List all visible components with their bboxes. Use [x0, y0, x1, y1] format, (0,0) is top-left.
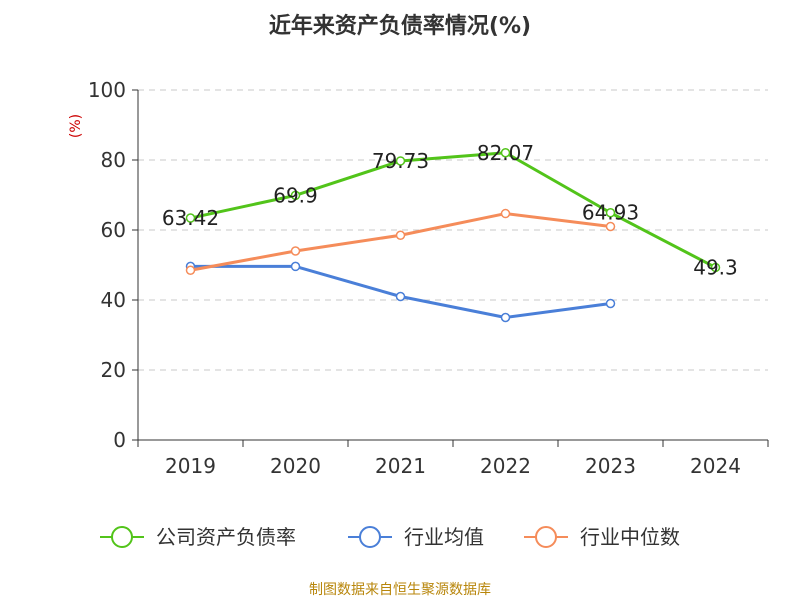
data-point	[395, 156, 406, 166]
legend-label: 公司资产负债率	[156, 525, 296, 549]
x-tick-label: 2022	[480, 454, 531, 478]
data-point	[500, 208, 511, 219]
data-point	[605, 221, 616, 232]
chart-title: 近年来资产负债率情况(%)	[269, 13, 531, 39]
y-tick-label: 20	[101, 358, 126, 382]
y-tick-labels: 0 20 40 60 80 100	[88, 78, 126, 452]
legend-item: 行业中位数	[524, 525, 680, 549]
legend-label: 行业均值	[404, 525, 484, 549]
x-tick-label: 2024	[690, 454, 741, 478]
data-label: 69.9	[273, 183, 318, 207]
data-point	[185, 265, 196, 275]
legend-item: 行业均值	[348, 525, 484, 549]
x-tick-label: 2021	[375, 454, 426, 478]
y-tick-label: 60	[101, 218, 126, 242]
axes	[132, 89, 769, 447]
legend-label: 行业中位数	[580, 525, 680, 549]
legend-marker	[359, 526, 381, 548]
legend-item: 公司资产负债率	[100, 525, 296, 549]
data-label: 82.07	[477, 141, 534, 165]
data-point	[500, 148, 511, 158]
data-labels: 63.42 69.9 79.73 82.07 64.93 49.3	[162, 141, 738, 280]
data-point	[605, 298, 616, 309]
series-0	[185, 148, 721, 273]
y-tick-label: 100	[88, 78, 126, 102]
data-point	[290, 246, 301, 256]
x-tick-label: 2023	[585, 454, 636, 478]
gridlines	[138, 89, 768, 371]
data-point	[395, 291, 406, 302]
data-point	[290, 190, 301, 201]
y-tick-label: 80	[101, 148, 126, 172]
legend: 公司资产负债率 行业均值 行业中位数	[100, 525, 680, 549]
data-point	[185, 213, 196, 223]
data-label: 79.73	[372, 149, 429, 173]
series-line	[190, 212, 611, 272]
legend-marker	[535, 526, 557, 548]
x-tick-label: 2020	[270, 454, 321, 478]
y-axis-unit: (%)	[68, 114, 84, 138]
y-tick-label: 0	[113, 428, 126, 452]
data-point	[605, 207, 616, 218]
data-point	[500, 312, 511, 323]
series-1	[185, 261, 616, 323]
data-label: 49.3	[693, 255, 738, 279]
series-2	[185, 208, 616, 275]
source-note: 制图数据来自恒生聚源数据库	[309, 582, 491, 598]
data-point	[710, 262, 721, 273]
data-point	[395, 230, 406, 240]
y-tick-label: 40	[101, 288, 126, 312]
data-label: 64.93	[582, 201, 639, 225]
legend-marker	[111, 526, 133, 548]
data-point	[290, 261, 301, 272]
series-line	[190, 151, 717, 269]
series-lines	[185, 148, 721, 323]
x-tick-label: 2019	[165, 454, 216, 478]
x-tick-labels: 2019 2020 2021 2022 2023 2024	[165, 454, 741, 478]
data-label: 63.42	[162, 206, 219, 230]
